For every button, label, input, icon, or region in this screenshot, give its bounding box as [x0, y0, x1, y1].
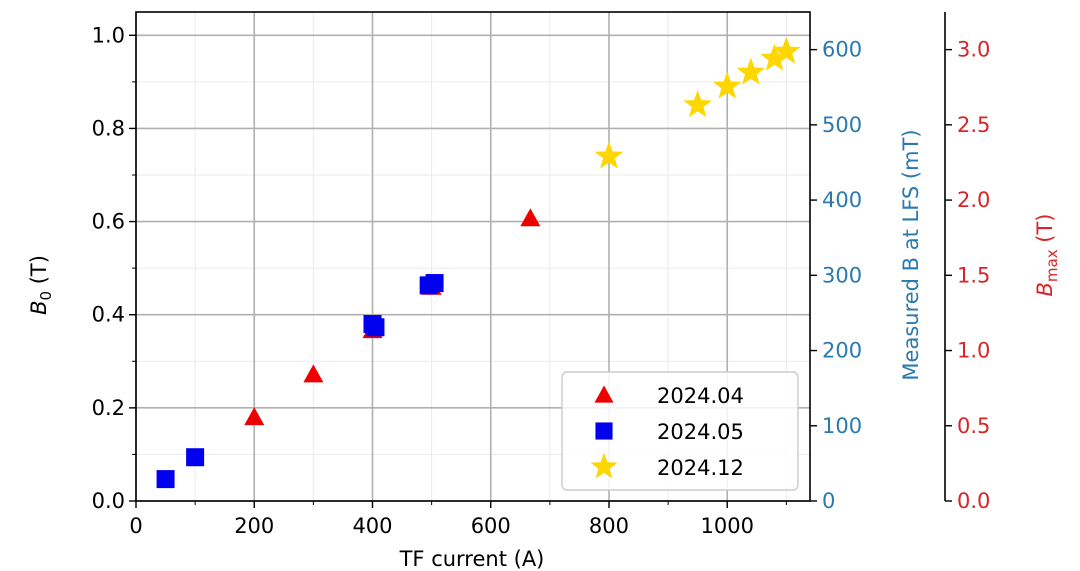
tick-label: 2.0 — [957, 188, 990, 212]
tick-label: 0 — [822, 489, 835, 513]
data-point — [303, 364, 324, 383]
x-tick-label: 200 — [234, 514, 274, 538]
tick-label: 0.5 — [957, 414, 990, 438]
plot-border — [135, 11, 811, 502]
data-point — [736, 57, 766, 85]
x-tick-label: 400 — [352, 514, 392, 538]
tick-label: 300 — [822, 263, 862, 287]
x-tick-label: 0 — [129, 514, 142, 538]
tick-label: 100 — [822, 414, 862, 438]
tick-label: 200 — [822, 339, 862, 363]
y-axis-right-bmax: 0.0 0.5 1.0 1.5 2.0 2.5 3.0 — [944, 12, 990, 513]
series-2024.05 — [156, 274, 444, 489]
tick-label: 400 — [822, 188, 862, 212]
tick-label: 500 — [822, 113, 862, 137]
y-tick-label: 0.0 — [92, 489, 125, 513]
x-tick-label: 800 — [589, 514, 629, 538]
tick-label: 3.0 — [957, 38, 990, 62]
tick-label: 0.0 — [957, 489, 990, 513]
x-axis-title: TF current (A) — [399, 547, 545, 571]
legend-box — [561, 371, 799, 491]
data-point — [772, 36, 801, 64]
tick-label: 1.0 — [957, 339, 990, 363]
x-axis: 0 200 400 600 800 1000 — [129, 501, 787, 538]
legend-label: 2024.05 — [657, 420, 744, 444]
legend-marker — [595, 422, 613, 440]
data-point — [712, 71, 742, 99]
legend-label: 2024.12 — [657, 456, 744, 480]
series-2024.12 — [594, 36, 801, 169]
data-point — [186, 448, 205, 467]
data-point — [760, 43, 789, 71]
data-points — [156, 36, 801, 489]
y-tick-label: 0.8 — [92, 116, 125, 140]
legend: 2024.04 2024.05 2024.12 — [561, 371, 799, 491]
x-tick-label: 1000 — [701, 514, 754, 538]
series-2024.04 — [244, 208, 541, 426]
y-axis-right-measured-title: Measured B at LFS (mT) — [899, 129, 923, 380]
data-point — [520, 208, 541, 227]
legend-label: 2024.04 — [657, 384, 744, 408]
x-tick-label: 600 — [471, 514, 511, 538]
data-point — [156, 470, 175, 489]
y-tick-label: 0.2 — [92, 396, 125, 420]
y-axis-right-measured: 0 100 200 300 400 500 600 — [810, 38, 862, 513]
y-tick-label: 0.6 — [92, 210, 125, 234]
data-point — [425, 274, 444, 293]
data-point — [683, 90, 712, 118]
data-point — [244, 407, 265, 426]
data-point — [594, 141, 624, 169]
tick-label: 2.5 — [957, 113, 990, 137]
y-axis-left: 0.0 0.2 0.4 0.6 0.8 1.0 — [92, 23, 136, 513]
y-axis-left-title: B0 (T) — [27, 255, 55, 315]
y-tick-label: 0.4 — [92, 303, 125, 327]
y-tick-label: 1.0 — [92, 23, 125, 47]
tick-label: 600 — [822, 38, 862, 62]
legend-marker — [594, 385, 614, 403]
y-axis-right-bmax-title: Bmax (T) — [1033, 214, 1061, 297]
tick-label: 1.5 — [957, 263, 990, 287]
plot-frame — [135, 11, 811, 502]
data-point — [366, 318, 385, 337]
legend-marker — [590, 452, 618, 479]
